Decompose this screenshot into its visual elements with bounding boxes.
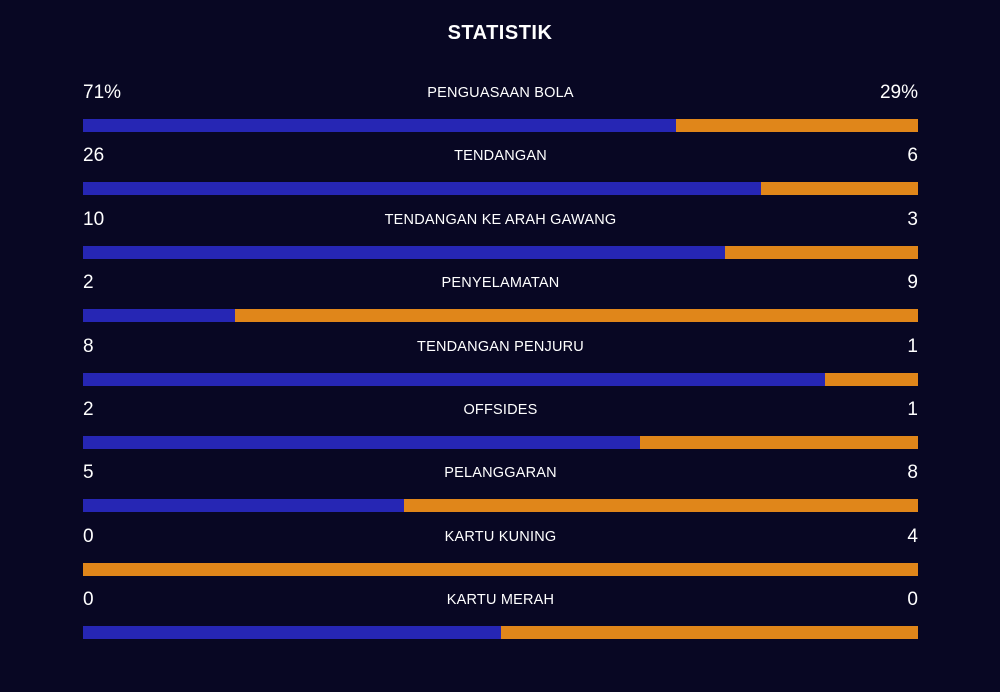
away-bar-fill — [500, 626, 918, 640]
stat-label: TENDANGAN — [454, 148, 547, 165]
away-value: 1 — [907, 335, 918, 357]
away-bar-fill — [761, 182, 918, 196]
away-value: 9 — [907, 272, 918, 294]
home-bar-fill — [83, 435, 640, 449]
away-bar-fill — [639, 435, 918, 449]
home-bar-fill — [83, 182, 762, 196]
comparison-bar — [83, 562, 918, 576]
stat-label: OFFSIDES — [463, 401, 538, 418]
home-bar-fill — [83, 626, 501, 640]
comparison-bar — [83, 182, 918, 196]
away-value: 1 — [907, 398, 918, 420]
stat-row-possession: 71% PENGUASAAN BOLA 29% — [83, 80, 918, 143]
stat-row-offsides: 2 OFFSIDES 1 — [83, 397, 918, 460]
comparison-bar — [83, 626, 918, 640]
away-bar-fill — [404, 499, 918, 513]
stat-label: KARTU KUNING — [444, 528, 557, 545]
stat-label: PENYELAMATAN — [441, 275, 560, 292]
away-bar-fill — [675, 119, 918, 132]
away-value: 8 — [907, 462, 918, 484]
away-value: 0 — [907, 589, 918, 611]
away-bar-fill — [825, 372, 918, 386]
comparison-bar — [83, 119, 918, 132]
stat-label: PENGUASAAN BOLA — [427, 85, 574, 101]
home-value: 0 — [83, 525, 94, 547]
away-value: 4 — [907, 525, 918, 547]
stat-row-yellow-cards: 0 KARTU KUNING 4 — [83, 524, 918, 587]
stat-label: KARTU MERAH — [446, 592, 555, 609]
home-bar-fill — [83, 372, 826, 386]
comparison-bar — [83, 499, 918, 513]
stat-row-red-cards: 0 KARTU MERAH 0 — [83, 587, 918, 650]
stat-label: TENDANGAN PENJURU — [417, 338, 584, 355]
away-bar-fill — [234, 309, 918, 323]
comparison-bar — [83, 309, 918, 323]
home-value: 10 — [83, 208, 105, 230]
stat-row-fouls: 5 PELANGGARAN 8 — [83, 460, 918, 523]
stat-row-corners: 8 TENDANGAN PENJURU 1 — [83, 334, 918, 397]
away-value: 29% — [879, 82, 918, 103]
home-value: 26 — [83, 145, 105, 167]
stat-row-shots: 26 TENDANGAN 6 — [83, 143, 918, 206]
away-value: 6 — [907, 145, 918, 167]
away-bar-fill — [83, 562, 918, 576]
away-value: 3 — [907, 208, 918, 230]
comparison-bar — [83, 372, 918, 386]
home-value: 5 — [83, 462, 94, 484]
stats-list: 71% PENGUASAAN BOLA 29% 26 TENDANGAN 6 1… — [83, 80, 918, 651]
home-value: 2 — [83, 398, 94, 420]
stat-label: PELANGGARAN — [444, 465, 557, 482]
stat-row-saves: 2 PENYELAMATAN 9 — [83, 270, 918, 333]
stat-row-shots-on-target: 10 TENDANGAN KE ARAH GAWANG 3 — [83, 207, 918, 270]
stats-title: STATISTIK — [447, 22, 553, 44]
home-bar-fill — [83, 119, 676, 132]
comparison-bar — [83, 435, 918, 449]
stat-label: TENDANGAN KE ARAH GAWANG — [384, 211, 617, 228]
home-value: 71% — [83, 82, 122, 103]
home-value: 2 — [83, 272, 94, 294]
home-bar-fill — [83, 309, 235, 323]
home-bar-fill — [83, 245, 726, 259]
home-value: 0 — [83, 589, 94, 611]
home-value: 8 — [83, 335, 94, 357]
home-bar-fill — [83, 499, 405, 513]
away-bar-fill — [725, 245, 918, 259]
comparison-bar — [83, 245, 918, 259]
